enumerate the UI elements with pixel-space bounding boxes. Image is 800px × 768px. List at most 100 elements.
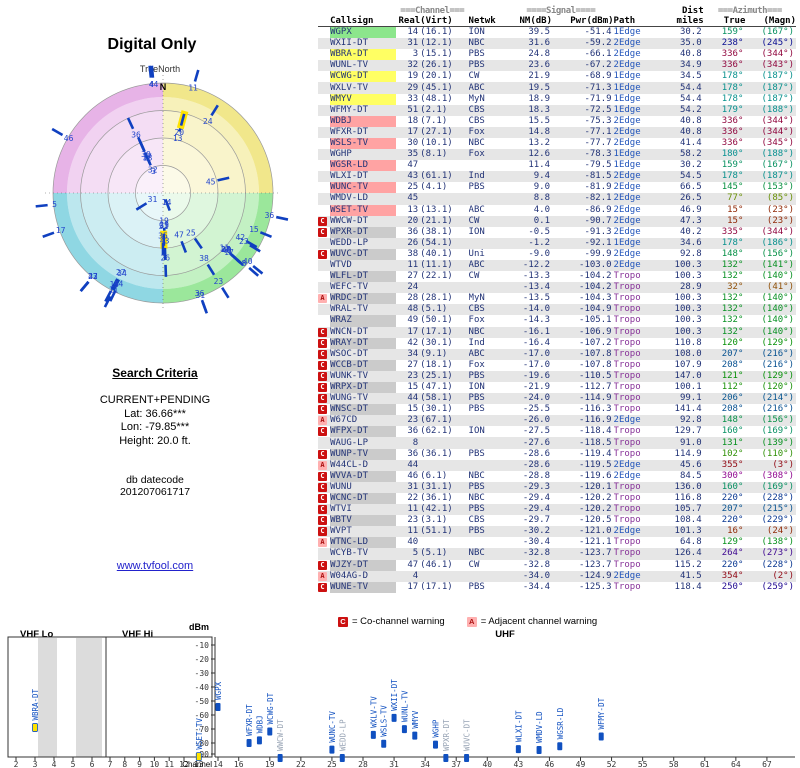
real-channel-cell: 29	[396, 82, 421, 94]
callsign-cell: WUNC-TV	[330, 182, 396, 194]
y-tick-label: -80	[195, 739, 210, 748]
network-cell	[468, 459, 509, 471]
signal-marker	[277, 754, 283, 762]
db-datecode-value: 201207061717	[119, 486, 191, 498]
real-channel-cell: 24	[396, 282, 421, 294]
network-cell: Ind	[468, 171, 509, 183]
network-cell: ABC	[468, 348, 509, 360]
power-dbm-cell: -123.7	[552, 548, 614, 560]
search-criteria-block: Search Criteria CURRENT+PENDING Lat: 36.…	[35, 366, 275, 498]
path-cell: 1Edge	[613, 149, 658, 161]
path-cell: 2Edge	[613, 415, 658, 427]
y-tick-label: -50	[195, 697, 210, 706]
table-row: C WWCW-DT 20 (21.1) CW 0.1 -90.7 2Edge 47.3 15° (2…	[318, 215, 796, 227]
channel-tick-label: 19	[265, 760, 275, 768]
signal-marker-callsign: WLXI-DT	[514, 710, 523, 742]
network-cell: MyN	[468, 93, 485, 104]
channel-tick-label: 13	[194, 760, 204, 768]
virtual-channel-cell: (6.1)	[420, 470, 448, 481]
magnetic-azimuth-cell: (187°)	[745, 82, 796, 94]
network-cell: NBC	[468, 470, 485, 481]
nm-db-cell: -13.3	[522, 271, 551, 282]
true-azimuth-cell: 238°	[703, 38, 746, 50]
true-azimuth-cell: 148°	[721, 248, 744, 259]
table-row: WGHP 35 (8.1) Fox 12.6 -78.3 1Edge 58.2 180° (188…	[318, 149, 796, 161]
power-dbm-cell: -121.1	[579, 537, 612, 548]
network-cell: PBS	[468, 481, 509, 493]
network-cell: CBS	[468, 104, 509, 116]
magnetic-azimuth-cell: (156°)	[761, 248, 794, 259]
warning-cell: C	[318, 227, 330, 238]
station-spoke	[150, 65, 155, 78]
y-tick-label: -40	[195, 683, 210, 692]
warning-cell	[318, 126, 331, 138]
true-azimuth-cell: 178°	[703, 171, 746, 183]
co-channel-warning-badge: C	[318, 449, 327, 459]
station-channel-label: 28	[221, 245, 231, 254]
warning-cell: C	[318, 215, 331, 227]
signal-marker	[370, 730, 376, 739]
callsign-cell: WAUG-LP	[330, 437, 396, 449]
table-row: WMDV-LD 45 8.8 -82.1 2Edge 26.5 77° (85°)	[318, 193, 796, 205]
station-channel-label: 8	[241, 259, 246, 268]
station-spoke	[233, 256, 244, 267]
warning-cell	[318, 282, 331, 294]
network-cell: PBS	[468, 404, 485, 415]
nm-db-cell: 31.6	[508, 38, 553, 50]
magnetic-azimuth-cell: (308°)	[761, 470, 794, 481]
network-cell	[469, 537, 509, 548]
distance-cell: 108.4	[674, 515, 702, 526]
station-channel-label: 27	[116, 268, 126, 277]
warning-cell: C	[318, 560, 330, 571]
path-cell: 2Edge	[613, 215, 658, 227]
dist-group-header: Dist	[681, 6, 704, 16]
true-azimuth-cell: 15°	[727, 204, 744, 215]
warning-cell: C	[318, 504, 331, 516]
search-mode: CURRENT+PENDING	[99, 394, 211, 406]
real-channel-cell: 22	[407, 492, 419, 503]
magnetic-azimuth-cell: (169°)	[745, 481, 796, 493]
table-row: C WUNP-TV 36 (36.1) PBS -28.6 -119.4 Tropo 114.9…	[318, 448, 796, 460]
station-spoke	[164, 198, 171, 212]
nm-db-cell: 21.9	[528, 71, 551, 82]
channel-tick-label: 52	[607, 760, 617, 768]
co-channel-warning-badge: C	[318, 349, 327, 359]
true-azimuth-cell: 132°	[703, 259, 746, 272]
network-cell: CBS	[468, 304, 509, 316]
callsign-cell: WRPX-DT	[330, 382, 396, 394]
co-channel-warning-badge: C	[318, 394, 327, 404]
polar-quadrant-band	[108, 193, 163, 248]
table-row: C WUNK-TV 23 (25.1) PBS -19.6 -110.5 Tropo 147.0…	[318, 370, 796, 382]
distance-cell: 92.8	[657, 415, 704, 427]
warning-cell	[318, 149, 331, 161]
callsign-cell: WNCN-DT	[330, 326, 396, 338]
warning-cell	[318, 437, 331, 449]
station-channel-label: 30	[141, 150, 151, 159]
callsign-cell: WSET-TV	[330, 204, 396, 216]
callsign-cell: WMDV-LD	[330, 193, 396, 205]
signal-marker-callsign: WFMY-DT	[597, 697, 606, 729]
path-cell: 1Edge	[613, 104, 658, 116]
table-row: WFMY-DT 51 (2.1) CBS 18.3 -72.5 1Edge 54.2 179°(…	[318, 104, 796, 116]
power-dbm-cell: -75.3	[584, 115, 612, 126]
virtual-channel-cell: (36.1)	[420, 492, 453, 503]
true-azimuth-cell: 131°	[703, 437, 746, 449]
station-channel-label: 44	[149, 80, 159, 89]
path-cell: Tropo	[613, 548, 658, 560]
network-cell	[469, 160, 509, 171]
signal-group-header: ====Signal====	[526, 6, 596, 16]
network-cell: NBC	[468, 492, 485, 503]
warning-cell	[318, 304, 331, 316]
real-channel-cell: 13	[407, 204, 419, 215]
path-cell: 1Edge	[613, 82, 658, 94]
distance-cell: 58.2	[657, 149, 704, 161]
magnetic-azimuth-cell: (188°)	[745, 104, 796, 116]
power-dbm-cell: -119.5	[552, 459, 614, 471]
table-row: WUNC-TV 25 (4.1) PBS 9.0 -81.9 2Edge 66.5 145° (1…	[318, 182, 796, 194]
tvfool-link[interactable]: www.tvfool.com	[116, 560, 194, 572]
signal-marker	[557, 742, 563, 751]
station-channel-label: 23	[88, 272, 98, 281]
distance-cell: 126.4	[657, 548, 704, 560]
virtual-channel-cell: (7.1)	[420, 115, 448, 126]
signal-marker	[267, 727, 273, 736]
